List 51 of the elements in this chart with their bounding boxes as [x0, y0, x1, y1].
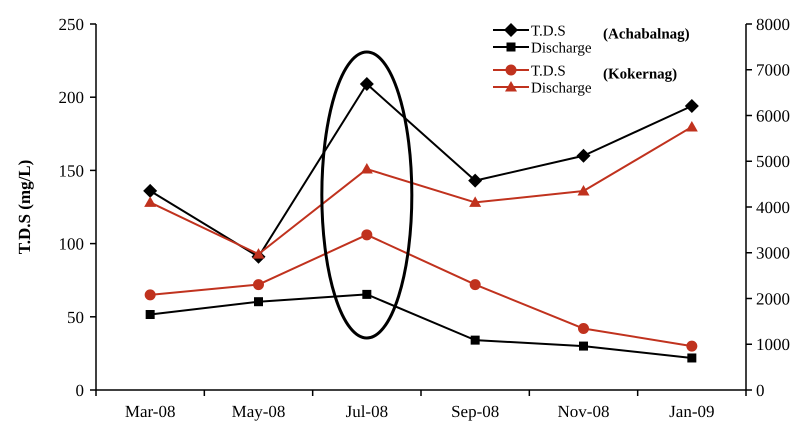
point [252, 248, 264, 259]
point [360, 77, 374, 92]
point [686, 340, 698, 352]
x-tick-label: May-08 [232, 402, 286, 421]
point [144, 289, 156, 300]
annotation: (Kokernag) [603, 66, 678, 82]
point [687, 353, 696, 362]
y-tick-label: 150 [58, 161, 84, 180]
point [579, 342, 588, 351]
legend-label: Discharge [531, 80, 592, 96]
point [253, 279, 264, 290]
y-tick-label: 200 [58, 88, 84, 108]
x-tick-label: Mar-08 [124, 402, 176, 421]
point [360, 163, 373, 174]
point [469, 196, 482, 207]
legend-label: Discharge [531, 40, 592, 56]
point [578, 184, 590, 196]
point [144, 196, 156, 207]
y-axis-title: T.D.S (mg/L) [15, 160, 34, 254]
point [576, 148, 590, 163]
y2-tick-label: 6000 [756, 106, 790, 126]
point [361, 229, 372, 240]
point [684, 98, 699, 113]
y-tick-label: 100 [58, 234, 84, 254]
x-tick-label: Jul-08 [346, 402, 388, 421]
y2-tick-label: 4000 [756, 198, 790, 217]
point [468, 174, 482, 188]
point [578, 323, 589, 334]
y-tick-label: 250 [58, 14, 84, 34]
y2-tick-label: 7000 [756, 60, 790, 80]
point [254, 297, 263, 306]
y2-tick-label: 3000 [756, 244, 790, 263]
x-tick-label: Sep-08 [451, 402, 500, 421]
y2-tick-label: 2000 [756, 289, 790, 308]
x-tick-label: Nov-08 [558, 402, 610, 421]
point [143, 184, 158, 198]
y2-tick-label: 0 [756, 380, 764, 400]
annotation: (Achabalnag) [603, 26, 690, 42]
legend-label: T.D.S [531, 63, 566, 80]
point [362, 290, 372, 299]
legend-label: T.D.S [531, 23, 566, 40]
point [146, 310, 155, 320]
y2-tick-label: 5000 [756, 152, 790, 172]
point [470, 279, 481, 290]
point [470, 336, 480, 345]
y-tick-label: 0 [76, 380, 84, 400]
y2-tick-label: 8000 [756, 14, 790, 34]
point [686, 120, 698, 132]
x-tick-label: Jan-09 [669, 402, 714, 421]
y2-tick-label: 1000 [756, 335, 790, 354]
y-tick-label: 50 [67, 308, 84, 327]
